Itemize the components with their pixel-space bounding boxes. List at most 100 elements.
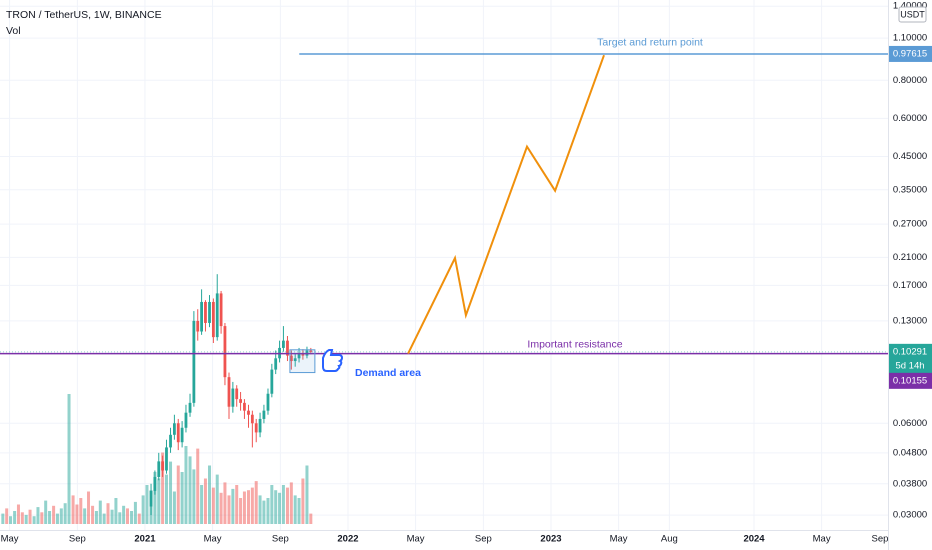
candle-body <box>176 423 180 443</box>
x-tick-label: 2022 <box>337 534 358 545</box>
volume-bar <box>71 495 75 524</box>
volume-bar <box>67 394 71 524</box>
candle-body <box>165 447 168 471</box>
volume-bar <box>40 512 44 524</box>
candle-body <box>250 414 254 424</box>
x-tick-label: May <box>813 534 831 545</box>
volume-bar <box>106 503 110 524</box>
y-tick-label: 0.45000 <box>893 151 927 162</box>
x-tick-label: Aug <box>661 534 678 545</box>
candle-body <box>274 358 278 370</box>
volume-bar <box>141 495 145 524</box>
currency-label[interactable]: USDT <box>900 9 925 19</box>
y-tick-label: 0.21000 <box>893 252 927 263</box>
volume-bar <box>1 513 5 524</box>
x-tick-label: Sep <box>272 534 289 545</box>
resistance-label: Important resistance <box>527 338 622 350</box>
volume-bar <box>211 487 215 524</box>
volume-bar <box>266 498 270 524</box>
volume-bar <box>184 446 188 524</box>
volume-bar <box>102 513 106 524</box>
candle-body <box>208 301 211 323</box>
candle-body <box>227 377 231 407</box>
candle-body <box>153 476 157 491</box>
volume-bar <box>246 490 250 524</box>
candle-body <box>188 402 192 413</box>
candle-body <box>200 301 203 332</box>
resistance-badge <box>889 372 932 389</box>
candle-body <box>223 326 227 378</box>
x-tick-label: May <box>204 534 222 545</box>
candle-body <box>172 423 176 435</box>
target-label: Target and return point <box>597 37 703 49</box>
volume-bar <box>285 487 289 524</box>
volume-bar <box>145 485 149 524</box>
volume-bar <box>161 452 165 524</box>
volume-bar <box>297 498 301 524</box>
volume-bar <box>91 505 95 524</box>
candle-body <box>169 434 172 448</box>
volume-bar <box>188 456 192 524</box>
candle-body <box>254 423 258 433</box>
candle-body <box>309 350 313 352</box>
volume-bar <box>36 507 40 524</box>
volume-bar <box>164 474 168 524</box>
volume-layer <box>1 394 313 524</box>
volume-bar <box>59 508 63 524</box>
volume-bar <box>137 513 141 524</box>
candle-body <box>282 340 285 348</box>
volume-bar <box>278 492 282 524</box>
x-tick-label: Sep <box>475 534 492 545</box>
volume-bar <box>239 498 243 524</box>
candle-body <box>204 301 207 323</box>
symbol-title: TRON / TetherUS, 1W, BINANCE <box>6 9 162 21</box>
volume-bar <box>9 516 13 524</box>
volume-bar <box>133 501 137 524</box>
x-tick-label: 2021 <box>134 534 156 545</box>
volume-bar <box>48 511 52 524</box>
volume-bar <box>98 500 102 524</box>
volume-bar <box>122 505 126 524</box>
candle-body <box>270 369 274 394</box>
volume-bar <box>309 513 313 524</box>
demand-box <box>289 349 316 374</box>
volume-bar <box>130 511 134 524</box>
candle-body <box>266 393 270 411</box>
y-tick-label: 0.04800 <box>893 447 927 458</box>
volume-bar <box>20 512 24 524</box>
volume-bar <box>192 469 196 524</box>
y-tick-label: 0.35000 <box>893 184 927 195</box>
demand-label: Demand area <box>355 367 421 379</box>
candle-body <box>180 427 184 443</box>
volume-bar <box>114 498 118 524</box>
candle-body <box>161 461 165 471</box>
volume-bar <box>227 495 231 524</box>
candle-body <box>286 340 289 356</box>
volume-bar <box>16 504 20 524</box>
y-tick-label: 0.03800 <box>893 478 927 489</box>
candle-body <box>243 402 246 411</box>
volume-bar <box>203 478 207 524</box>
grid <box>0 0 888 530</box>
volume-bar <box>125 508 129 524</box>
volume-bar <box>118 512 122 524</box>
candle-body <box>262 410 266 419</box>
volume-bar <box>242 491 246 524</box>
currency-badge[interactable] <box>898 6 927 23</box>
volume-bar <box>274 490 278 524</box>
candle-body <box>239 399 242 403</box>
volume-bar <box>176 465 180 524</box>
candle-body <box>149 490 153 507</box>
candle-body <box>231 388 235 407</box>
volume-bar <box>153 472 157 524</box>
last-price-badge <box>889 343 932 374</box>
x-tick-label: 2024 <box>743 534 765 545</box>
volume-bar <box>52 505 56 524</box>
candle-body <box>219 293 223 327</box>
resistance-badge-label: 0.10155 <box>893 375 927 386</box>
candle-body <box>247 410 250 415</box>
volume-bar <box>180 472 184 524</box>
x-tick-label: Sep <box>872 534 889 545</box>
